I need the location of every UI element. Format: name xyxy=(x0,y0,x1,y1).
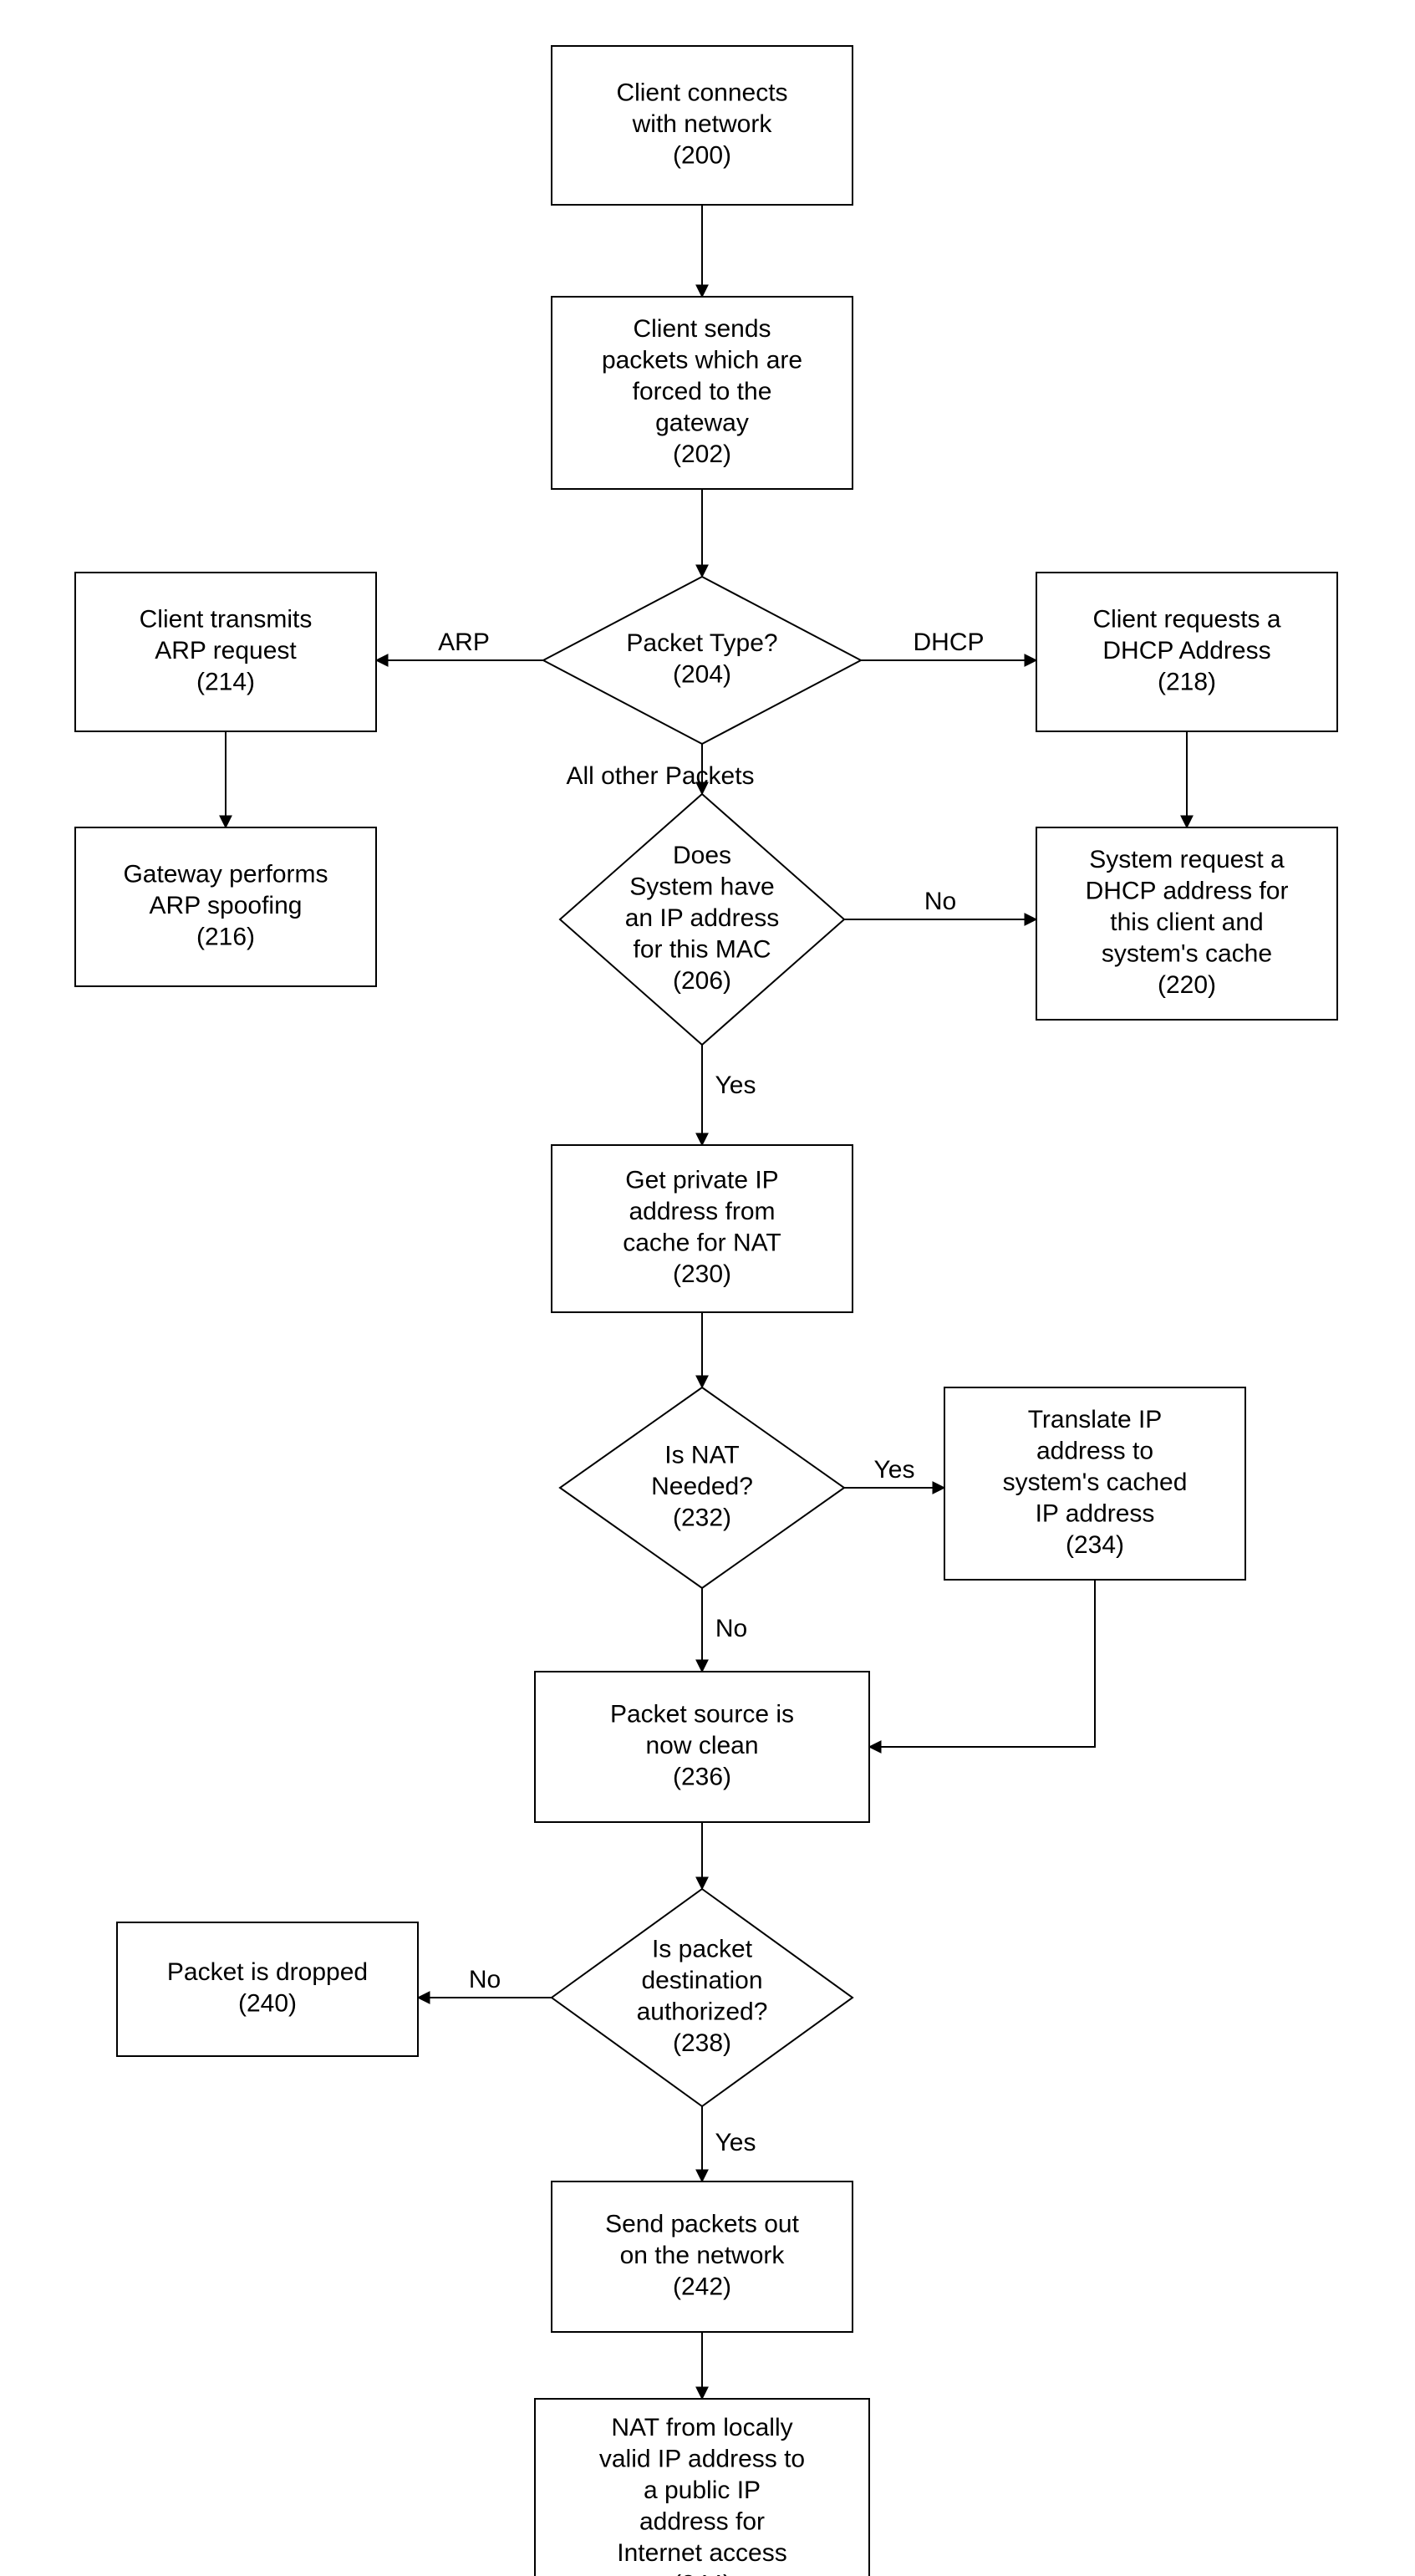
node-text-n220-3: system's cache xyxy=(1102,939,1272,967)
node-n220: System request a DHCP address for this cli… xyxy=(1036,827,1337,1020)
node-text-n218-0: Client requests a xyxy=(1092,605,1280,633)
node-n242: Send packets out on the network (242) xyxy=(552,2181,853,2332)
node-text-n216-2: (216) xyxy=(196,923,255,950)
node-text-n244-2: a public IP xyxy=(644,2477,761,2504)
node-text-n206-1: System have xyxy=(629,873,774,900)
node-n244: NAT from locally valid IP address to a pub… xyxy=(535,2399,869,2576)
node-text-n204-1: (204) xyxy=(673,661,731,689)
node-text-n238-1: destination xyxy=(641,1967,762,1994)
node-text-n244-5: (244) xyxy=(673,2571,731,2576)
node-text-n240-0: Packet is dropped xyxy=(167,1958,368,1986)
node-text-n230-3: (230) xyxy=(673,1260,731,1288)
flowchart: ARPDHCPAll other PacketsNoYesYesNoNoYesC… xyxy=(0,0,1415,2576)
node-text-n202-0: Client sends xyxy=(633,315,771,343)
node-n200: Client connects with network (200) xyxy=(552,46,853,205)
edge-label-e238-242: Yes xyxy=(715,2129,756,2156)
node-text-n220-2: this client and xyxy=(1110,909,1263,936)
node-text-n244-4: Internet access xyxy=(617,2539,786,2567)
node-text-n242-0: Send packets out xyxy=(605,2210,799,2237)
node-text-n202-3: gateway xyxy=(655,409,749,436)
node-text-n236-0: Packet source is xyxy=(610,1700,794,1728)
node-text-n206-3: for this MAC xyxy=(633,935,771,963)
node-text-n214-0: Client transmits xyxy=(140,605,313,633)
node-text-n202-1: packets which are xyxy=(602,346,802,374)
node-text-n244-1: valid IP address to xyxy=(599,2446,805,2473)
node-text-n200-2: (200) xyxy=(673,141,731,169)
node-text-n204-0: Packet Type? xyxy=(626,629,777,657)
node-text-n202-4: (202) xyxy=(673,440,731,468)
node-n214: Client transmits ARP request (214) xyxy=(75,573,376,731)
node-text-n232-1: Needed? xyxy=(651,1473,753,1500)
edge-label-e232-236: No xyxy=(715,1615,747,1642)
node-text-n220-0: System request a xyxy=(1089,846,1285,873)
node-text-n206-0: Does xyxy=(673,842,731,869)
node-text-n232-2: (232) xyxy=(673,1504,731,1531)
edge-label-e204-206: All other Packets xyxy=(566,762,754,790)
node-text-n238-3: (238) xyxy=(673,2029,731,2057)
node-n218: Client requests a DHCP Address (218) xyxy=(1036,573,1337,731)
node-n206: Does System have an IP address for this MAC… xyxy=(560,794,844,1045)
node-text-n206-4: (206) xyxy=(673,967,731,995)
node-text-n216-1: ARP spoofing xyxy=(150,892,303,919)
edge-label-e232-234: Yes xyxy=(874,1456,915,1484)
node-text-n236-2: (236) xyxy=(673,1763,731,1790)
node-text-n234-2: system's cached xyxy=(1003,1469,1188,1496)
node-text-n232-0: Is NAT xyxy=(664,1441,739,1469)
node-text-n242-2: (242) xyxy=(673,2273,731,2300)
edge-label-e206-230: Yes xyxy=(715,1072,756,1099)
node-n232: Is NAT Needed? (232) xyxy=(560,1387,844,1588)
node-text-n238-0: Is packet xyxy=(652,1936,753,1963)
node-text-n236-1: now clean xyxy=(645,1732,758,1759)
node-text-n214-1: ARP request xyxy=(155,637,297,664)
edge-e234-236 xyxy=(869,1580,1095,1747)
node-text-n238-2: authorized? xyxy=(637,1998,768,2026)
nodes: Client connects with network (200) Client s… xyxy=(75,46,1337,2576)
node-text-n244-3: address for xyxy=(639,2508,765,2536)
edge-label-e238-240: No xyxy=(469,1966,501,1993)
edge-label-e206-220: No xyxy=(924,888,956,915)
node-text-n216-0: Gateway performs xyxy=(123,860,328,888)
node-n204: Packet Type? (204) xyxy=(543,577,861,744)
node-n202: Client sends packets which are forced to t… xyxy=(552,297,853,489)
node-text-n230-1: address from xyxy=(629,1198,775,1225)
node-n216: Gateway performs ARP spoofing (216) xyxy=(75,827,376,986)
node-n234: Translate IP address to system's cached IP … xyxy=(944,1387,1245,1580)
node-text-n202-2: forced to the xyxy=(633,378,772,405)
node-text-n220-1: DHCP address for xyxy=(1086,877,1289,904)
node-text-n206-2: an IP address xyxy=(625,904,780,932)
node-n238: Is packet destination authorized? (238) xyxy=(552,1889,853,2106)
node-text-n242-1: on the network xyxy=(620,2242,786,2269)
node-text-n230-2: cache for NAT xyxy=(623,1229,781,1257)
edge-label-e204-214: ARP xyxy=(438,629,490,656)
node-text-n218-1: DHCP Address xyxy=(1102,637,1270,664)
node-text-n230-0: Get private IP xyxy=(625,1167,778,1194)
node-text-n244-0: NAT from locally xyxy=(611,2414,792,2441)
node-text-n200-1: with network xyxy=(632,110,773,138)
node-n236: Packet source is now clean (236) xyxy=(535,1672,869,1822)
node-text-n200-0: Client connects xyxy=(616,79,787,106)
node-text-n234-3: IP address xyxy=(1036,1499,1155,1527)
node-n230: Get private IP address from cache for NAT (… xyxy=(552,1145,853,1312)
node-text-n220-4: (220) xyxy=(1158,971,1216,999)
node-text-n234-1: address to xyxy=(1036,1437,1153,1464)
node-text-n214-2: (214) xyxy=(196,668,255,695)
edge-label-e204-218: DHCP xyxy=(913,629,984,656)
node-text-n218-2: (218) xyxy=(1158,668,1216,695)
node-text-n240-1: (240) xyxy=(238,1990,297,2018)
node-n240: Packet is dropped (240) xyxy=(117,1922,418,2056)
node-text-n234-4: (234) xyxy=(1066,1531,1124,1559)
node-text-n234-0: Translate IP xyxy=(1028,1406,1163,1433)
